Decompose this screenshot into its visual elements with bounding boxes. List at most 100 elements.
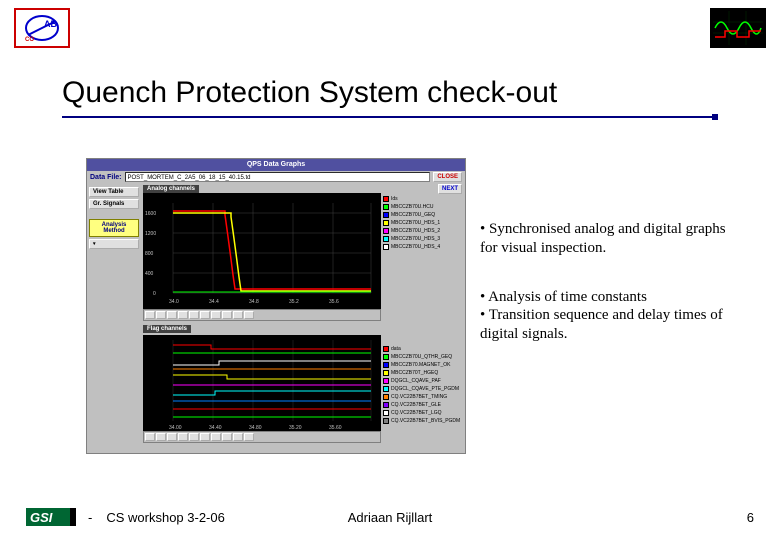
qps-titlebar: QPS Data Graphs bbox=[87, 159, 465, 171]
analog-chart[interactable]: 1600 1200 800 400 0 34.0 34.4 34.8 35.2 … bbox=[143, 193, 381, 309]
svg-text:34.8: 34.8 bbox=[249, 299, 259, 305]
analysis-dropdown[interactable]: ▾ bbox=[89, 239, 139, 249]
legend-swatch bbox=[383, 394, 389, 400]
legend-swatch bbox=[383, 244, 389, 250]
legend-label: CQ.VC22B7BET_LGQ bbox=[391, 410, 442, 416]
data-file-field[interactable]: POST_MORTEM_C_2A5_06_18_15_40.15.td bbox=[125, 172, 431, 182]
legend-swatch bbox=[383, 196, 389, 202]
flag-label: Flag channels bbox=[143, 325, 191, 333]
qps-window: QPS Data Graphs Data File: POST_MORTEM_C… bbox=[86, 158, 466, 454]
svg-text:34.0: 34.0 bbox=[169, 299, 179, 305]
legend-item[interactable]: DQGCL_CQAVE_PAF bbox=[383, 377, 463, 385]
legend-column-flag: data MBCCZB70U_QTHR_GEQ MBCCZB70.MAGNET_OK… bbox=[383, 345, 463, 425]
svg-text:400: 400 bbox=[145, 271, 154, 277]
legend-label: data bbox=[391, 346, 401, 352]
ab-co-logo: AB CO bbox=[14, 8, 70, 48]
close-button[interactable]: CLOSE bbox=[433, 172, 462, 182]
legend-swatch bbox=[383, 346, 389, 352]
legend-label: MBCCZB70.MAGNET_OK bbox=[391, 362, 450, 368]
legend-item[interactable]: MBCCZB70T_HGEQ bbox=[383, 369, 463, 377]
legend-item[interactable]: MBCCZB70U_GEQ bbox=[383, 211, 463, 219]
gsi-logo: GSI bbox=[26, 508, 84, 526]
flag-toolbar[interactable] bbox=[143, 431, 381, 443]
legend-swatch bbox=[383, 220, 389, 226]
bullet-line: • Analysis of time constants bbox=[480, 288, 730, 307]
legend-label: MBCCZB70U_QTHR_GEQ bbox=[391, 354, 452, 360]
svg-text:CO: CO bbox=[25, 37, 34, 43]
legend-label: MBCCZB70U_HDS_4 bbox=[391, 244, 440, 250]
svg-text:34.4: 34.4 bbox=[209, 299, 219, 305]
legend-label: CQ.VC22B7BET_BVIS_PGDM bbox=[391, 418, 460, 424]
legend-column: Ids MBCCZB70U.HCU MBCCZB70U_GEQ MBCCZB70U_H… bbox=[383, 195, 463, 251]
legend-swatch bbox=[383, 418, 389, 424]
legend-label: MBCCZB70U.HCU bbox=[391, 204, 434, 210]
svg-text:800: 800 bbox=[145, 251, 154, 257]
legend-swatch bbox=[383, 378, 389, 384]
analog-label: Analog channels bbox=[143, 185, 199, 193]
svg-text:34.40: 34.40 bbox=[209, 425, 222, 431]
legend-label: MBCCZB70U_HDS_1 bbox=[391, 220, 440, 226]
next-button[interactable]: NEXT bbox=[438, 184, 462, 194]
legend-item[interactable]: DQGCL_CQAVE_PTE_PGDM bbox=[383, 385, 463, 393]
legend-label: MBCCZB70U_HDS_2 bbox=[391, 228, 440, 234]
analysis-method-box[interactable]: Analysis Method bbox=[89, 219, 139, 237]
legend-item[interactable]: MBCCZB70U_HDS_1 bbox=[383, 219, 463, 227]
legend-swatch bbox=[383, 362, 389, 368]
view-table-button[interactable]: View Table bbox=[89, 187, 139, 197]
page-number: 6 bbox=[747, 510, 754, 525]
legend-item[interactable]: data bbox=[383, 345, 463, 353]
legend-label: MBCCZB70U_GEQ bbox=[391, 212, 435, 218]
bullet-text: • Synchronised analog and digital graphs… bbox=[480, 158, 730, 454]
legend-swatch bbox=[383, 354, 389, 360]
bullet-line: • Transition sequence and delay times of… bbox=[480, 306, 730, 344]
legend-item[interactable]: Ids bbox=[383, 195, 463, 203]
legend-label: DQGCL_CQAVE_PAF bbox=[391, 378, 441, 384]
footer-event: CS workshop 3-2-06 bbox=[106, 510, 225, 525]
legend-item[interactable]: CQ.VC22B7BET_BVIS_PGDM bbox=[383, 417, 463, 425]
legend-swatch bbox=[383, 402, 389, 408]
footer-author: Adriaan Rijllart bbox=[348, 510, 433, 525]
legend-swatch bbox=[383, 236, 389, 242]
svg-text:34.80: 34.80 bbox=[249, 425, 262, 431]
chart-area: Analog channels bbox=[143, 185, 381, 443]
svg-text:35.2: 35.2 bbox=[289, 299, 299, 305]
legend-label: MBCCZB70T_HGEQ bbox=[391, 370, 438, 376]
legend-label: DQGCL_CQAVE_PTE_PGDM bbox=[391, 386, 459, 392]
legend-swatch bbox=[383, 204, 389, 210]
legend-label: Ids bbox=[391, 196, 398, 202]
legend-label: MBCCZB70U_HDS_3 bbox=[391, 236, 440, 242]
legend-label: CQ.VC22B7BET_TMING bbox=[391, 394, 447, 400]
legend-item[interactable]: CQ.VC22B7BET_GLE bbox=[383, 401, 463, 409]
legend-item[interactable]: MBCCZB70.MAGNET_OK bbox=[383, 361, 463, 369]
svg-text:35.6: 35.6 bbox=[329, 299, 339, 305]
legend-item[interactable]: MBCCZB70U_HDS_4 bbox=[383, 243, 463, 251]
flag-chart[interactable]: 34.00 34.40 34.80 35.20 35.60 bbox=[143, 335, 381, 431]
analog-toolbar[interactable] bbox=[143, 309, 381, 321]
svg-text:34.00: 34.00 bbox=[169, 425, 182, 431]
legend-item[interactable]: MBCCZB70U.HCU bbox=[383, 203, 463, 211]
footer: GSI - CS workshop 3-2-06 Adriaan Rijllar… bbox=[0, 508, 780, 526]
bullet-block-2: • Analysis of time constants • Transitio… bbox=[480, 288, 730, 344]
bullet-block-1: • Synchronised analog and digital graphs… bbox=[480, 220, 730, 258]
slide-title: Quench Protection System check-out bbox=[62, 76, 557, 110]
legend-label: CQ.VC22B7BET_GLE bbox=[391, 402, 441, 408]
legend-item[interactable]: MBCCZB70U_QTHR_GEQ bbox=[383, 353, 463, 361]
svg-text:GSI: GSI bbox=[30, 510, 53, 525]
legend-item[interactable]: MBCCZB70U_HDS_3 bbox=[383, 235, 463, 243]
legend-item[interactable]: CQ.VC22B7BET_TMING bbox=[383, 393, 463, 401]
legend-item[interactable]: MBCCZB70U_HDS_2 bbox=[383, 227, 463, 235]
svg-text:0: 0 bbox=[153, 291, 156, 297]
legend-swatch bbox=[383, 228, 389, 234]
legend-swatch bbox=[383, 386, 389, 392]
footer-dash: - bbox=[88, 510, 92, 525]
qps-sidebar: View Table Gr. Signals Analysis Method ▾ bbox=[89, 187, 139, 251]
legend-item[interactable]: CQ.VC22B7BET_LGQ bbox=[383, 409, 463, 417]
legend-swatch bbox=[383, 370, 389, 376]
legend-swatch bbox=[383, 212, 389, 218]
svg-text:AB: AB bbox=[44, 19, 57, 29]
gr-signals-button[interactable]: Gr. Signals bbox=[89, 199, 139, 209]
data-file-label: Data File: bbox=[90, 174, 122, 181]
scope-logo bbox=[710, 8, 766, 48]
svg-text:1200: 1200 bbox=[145, 231, 156, 237]
legend-swatch bbox=[383, 410, 389, 416]
